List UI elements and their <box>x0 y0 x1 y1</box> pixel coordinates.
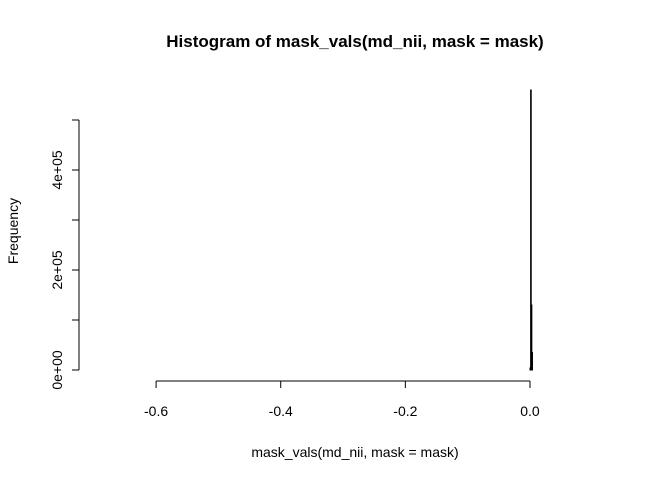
y-tick-label-4: 4e+05 <box>49 150 65 190</box>
x-axis: -0.6 -0.4 -0.2 0.0 <box>144 380 540 419</box>
histogram-bars <box>529 89 533 371</box>
x-tick-label-0: -0.6 <box>144 403 168 419</box>
x-axis-label: mask_vals(md_nii, mask = mask) <box>251 444 458 460</box>
y-tick-label-2: 2e+05 <box>49 250 65 290</box>
y-tick-label-0: 0e+00 <box>49 350 65 390</box>
y-axis: 0e+00 2e+05 4e+05 <box>49 119 80 390</box>
x-tick-label-1: -0.4 <box>269 403 293 419</box>
y-axis-label: Frequency <box>5 198 21 264</box>
x-tick-label-3: 0.0 <box>520 403 540 419</box>
x-tick-label-2: -0.2 <box>393 403 417 419</box>
chart-title: Histogram of mask_vals(md_nii, mask = ma… <box>166 32 543 51</box>
histogram-bar-4 <box>531 352 533 371</box>
